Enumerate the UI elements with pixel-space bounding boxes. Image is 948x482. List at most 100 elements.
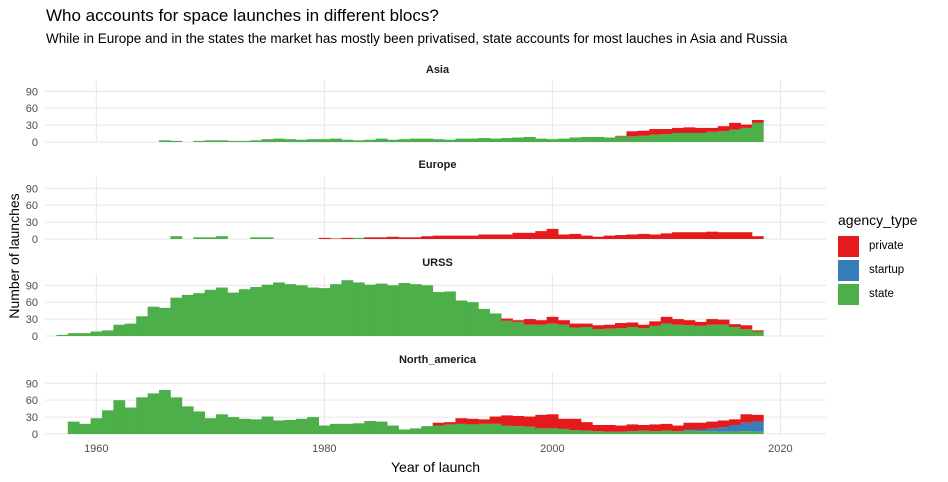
bar-state — [694, 132, 707, 142]
bar-private — [535, 320, 548, 325]
chart-title: Who accounts for space launches in diffe… — [46, 6, 439, 25]
bar-private — [626, 131, 639, 137]
bar-state — [421, 426, 434, 434]
facet-Asia: 0 30 60 90 Asia — [26, 64, 826, 149]
bar-private — [387, 236, 399, 239]
bar-private — [523, 416, 536, 427]
bar-state — [706, 431, 719, 434]
bar-state — [273, 138, 285, 142]
bar-state — [580, 430, 593, 434]
legend-label-startup: startup — [869, 264, 905, 276]
bar-state — [90, 418, 103, 434]
bar-private — [478, 419, 491, 424]
bar-private — [546, 228, 559, 239]
bar-state — [660, 323, 673, 336]
bar-state — [295, 285, 308, 336]
bar-state — [546, 428, 559, 434]
y-tick-label: 60 — [26, 103, 38, 115]
bar-private — [672, 319, 684, 325]
bar-state — [409, 428, 422, 434]
bar-private — [580, 235, 593, 239]
bar-startup — [683, 429, 696, 431]
bar-state — [523, 136, 536, 142]
bar-private — [409, 237, 422, 239]
bar-state — [706, 131, 719, 142]
bar-state — [512, 426, 525, 434]
bar-private — [501, 318, 513, 321]
bar-private — [615, 135, 627, 137]
bar-private — [558, 418, 570, 429]
bar-state — [615, 431, 627, 434]
bar-state — [683, 132, 696, 142]
bar-state — [729, 326, 741, 336]
bar-private — [364, 237, 377, 239]
bar-state — [398, 283, 411, 336]
bar-private — [637, 130, 650, 136]
bar-state — [751, 431, 764, 434]
bar-state — [387, 139, 399, 142]
bar-state — [558, 428, 570, 434]
bar-state — [284, 419, 297, 434]
bar-private — [603, 235, 616, 239]
bar-private — [318, 237, 331, 239]
bar-state — [159, 140, 171, 142]
bar-state — [626, 136, 639, 142]
bar-state — [580, 326, 593, 336]
bar-state — [124, 323, 137, 336]
bar-state — [341, 139, 354, 142]
bar-state — [136, 397, 149, 434]
bar-state — [250, 419, 263, 434]
bar-state — [501, 138, 513, 142]
y-tick-label: 30 — [26, 314, 38, 326]
bar-state — [102, 410, 114, 434]
bar-state — [466, 424, 479, 434]
bar-state — [261, 416, 274, 434]
bar-state — [307, 417, 320, 434]
bar-state — [751, 331, 764, 336]
bar-state — [615, 136, 627, 142]
bar-state — [250, 140, 263, 142]
bar-state — [398, 139, 411, 142]
bar-private — [717, 420, 730, 428]
bar-private — [683, 127, 696, 133]
bar-state — [227, 140, 240, 142]
x-tick-label: 1960 — [84, 443, 108, 455]
bar-state — [295, 418, 308, 434]
bar-state — [159, 307, 171, 336]
bar-state — [740, 127, 753, 142]
bar-private — [603, 424, 616, 432]
bar-state — [615, 328, 627, 336]
bar-state — [216, 287, 228, 336]
bar-state — [307, 287, 320, 336]
bar-state — [318, 425, 331, 434]
bar-state — [170, 297, 183, 336]
bar-state — [501, 320, 513, 336]
bar-state — [216, 414, 228, 434]
bar-state — [204, 289, 217, 336]
bar-state — [717, 131, 730, 142]
bar-state — [603, 137, 616, 142]
bar-state — [56, 334, 69, 336]
bar-state — [330, 284, 342, 336]
x-axis-label: Year of launch — [391, 459, 480, 475]
bar-state — [717, 431, 730, 434]
bar-state — [626, 431, 639, 434]
bar-private — [717, 232, 730, 239]
legend-swatch-startup — [838, 259, 859, 281]
bar-state — [375, 283, 388, 336]
bar-private — [694, 422, 707, 430]
bar-state — [341, 423, 354, 434]
bar-private — [660, 316, 673, 324]
bar-state — [352, 140, 365, 142]
bar-state — [569, 430, 582, 434]
bar-private — [672, 232, 684, 239]
bar-state — [444, 424, 456, 434]
bar-state — [466, 138, 479, 142]
y-tick-label: 60 — [26, 200, 38, 212]
bar-private — [398, 237, 411, 239]
bar-state — [489, 313, 502, 336]
bar-private — [637, 324, 650, 329]
bar-state — [375, 421, 388, 434]
bar-state — [261, 237, 274, 239]
